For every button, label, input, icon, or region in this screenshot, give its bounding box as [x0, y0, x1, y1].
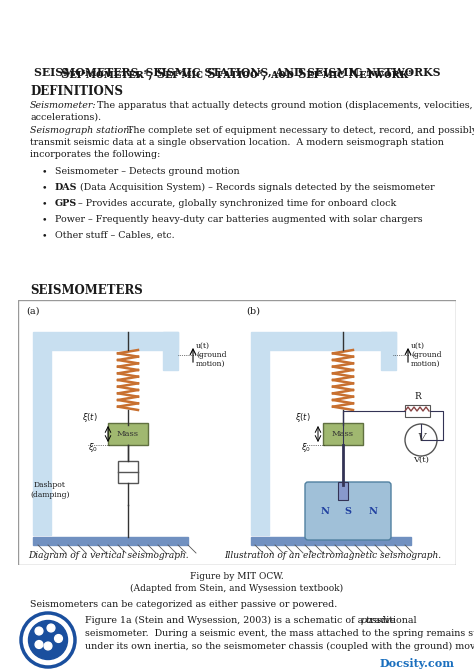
- Text: •: •: [42, 183, 47, 192]
- Text: V(t): V(t): [413, 456, 429, 464]
- Circle shape: [35, 641, 43, 649]
- Text: •: •: [42, 215, 47, 224]
- Text: •: •: [42, 167, 47, 176]
- Text: u(t)
(ground
motion): u(t) (ground motion): [411, 342, 441, 368]
- Text: The complete set of equipment necessary to detect, record, and possibly: The complete set of equipment necessary …: [127, 126, 474, 135]
- Text: Dashpot
(damping): Dashpot (damping): [30, 482, 70, 498]
- Bar: [33, 537, 188, 545]
- Bar: [33, 350, 51, 535]
- Text: Seismograph station:: Seismograph station:: [30, 126, 133, 135]
- Text: R: R: [415, 392, 421, 401]
- Text: $\xi_0$: $\xi_0$: [301, 440, 311, 454]
- Text: (b): (b): [246, 307, 260, 316]
- Bar: [118, 461, 138, 483]
- Bar: [381, 332, 396, 370]
- Text: Seismometers can be categorized as either passive or powered.: Seismometers can be categorized as eithe…: [30, 600, 337, 609]
- Text: seismometer.  During a seismic event, the mass attached to the spring remains st: seismometer. During a seismic event, the…: [85, 629, 474, 638]
- Text: under its own inertia, so the seismometer chassis (coupled with the ground) move: under its own inertia, so the seismomete…: [85, 642, 474, 651]
- Text: $\xi(t)$: $\xi(t)$: [82, 411, 98, 423]
- Text: Seismometer:: Seismometer:: [30, 101, 97, 110]
- Text: $\xi_0$: $\xi_0$: [88, 440, 98, 454]
- Text: SEISMOMETERS: SEISMOMETERS: [30, 284, 143, 297]
- Text: Figure by MIT OCW.: Figure by MIT OCW.: [190, 572, 284, 581]
- Text: (Data Acquisition System) – Records signals detected by the seismometer: (Data Acquisition System) – Records sign…: [77, 183, 435, 192]
- Bar: [338, 482, 348, 500]
- Bar: [405, 405, 430, 417]
- Text: incorporates the following:: incorporates the following:: [30, 150, 160, 159]
- Bar: [163, 332, 178, 370]
- Circle shape: [55, 634, 63, 643]
- Text: Illustration of an electromagnetic seismograph.: Illustration of an electromagnetic seism…: [224, 551, 442, 560]
- Circle shape: [21, 613, 75, 667]
- Circle shape: [47, 624, 55, 632]
- Text: Figure 1a (Stein and Wysession, 2003) is a schematic of a traditional: Figure 1a (Stein and Wysession, 2003) is…: [85, 616, 419, 625]
- FancyBboxPatch shape: [305, 482, 391, 540]
- Text: Power – Frequently heavy-duty car batteries augmented with solar chargers: Power – Frequently heavy-duty car batter…: [55, 215, 423, 224]
- Text: Mass: Mass: [117, 430, 139, 438]
- Text: (a): (a): [26, 307, 39, 316]
- Text: Seismometer – Detects ground motion: Seismometer – Detects ground motion: [55, 167, 240, 176]
- Text: $\xi(t)$: $\xi(t)$: [295, 411, 311, 423]
- Text: DAS: DAS: [55, 183, 78, 192]
- Bar: [251, 537, 411, 545]
- Circle shape: [28, 620, 67, 659]
- Bar: [33, 332, 178, 350]
- Text: u(t)
(ground
motion): u(t) (ground motion): [196, 342, 227, 368]
- Bar: [251, 332, 396, 350]
- Text: passive: passive: [361, 616, 396, 625]
- Text: SEISMOMETERS, SEISMIC STATIONS, AND SEISMIC NETWORKS: SEISMOMETERS, SEISMIC STATIONS, AND SEIS…: [34, 66, 440, 77]
- Text: – Provides accurate, globally synchronized time for onboard clock: – Provides accurate, globally synchroniz…: [75, 199, 396, 208]
- Bar: [108, 423, 148, 445]
- Text: Other stuff – Cables, etc.: Other stuff – Cables, etc.: [55, 231, 174, 240]
- Bar: [323, 423, 363, 445]
- Text: (Adapted from Stein, and Wysession textbook): (Adapted from Stein, and Wysession textb…: [130, 584, 344, 593]
- Text: transmit seismic data at a single observation location.  A modern seismograph st: transmit seismic data at a single observ…: [30, 138, 444, 147]
- Circle shape: [35, 627, 43, 635]
- Text: S: S: [345, 507, 352, 515]
- Text: V: V: [417, 433, 425, 443]
- Text: N: N: [320, 507, 329, 515]
- Circle shape: [44, 642, 52, 650]
- Text: N: N: [369, 507, 377, 515]
- Text: GPS: GPS: [55, 199, 77, 208]
- Bar: [251, 350, 269, 535]
- Text: Docsity.com: Docsity.com: [380, 658, 455, 669]
- Text: The apparatus that actually detects ground motion (displacements, velocities, or: The apparatus that actually detects grou…: [97, 101, 474, 110]
- Text: •: •: [42, 231, 47, 240]
- Text: accelerations).: accelerations).: [30, 113, 101, 122]
- Text: Diagram of a vertical seismograph.: Diagram of a vertical seismograph.: [27, 551, 188, 560]
- Text: Mass: Mass: [332, 430, 354, 438]
- Text: •: •: [42, 199, 47, 208]
- Text: DEFINITIONS: DEFINITIONS: [30, 85, 123, 98]
- Text: Sᴇɪˢᴍᴏᴍᴇᴛᴇʀˢ, Sᴇɪˢᴍɪᴄ Sᴛᴀᴛɪᴏᴏˢ, ᴀᴏᴅ Sᴇɪˢᴍɪᴄ Nᴇᴛᴡᴏʀᴋˢ: Sᴇɪˢᴍᴏᴍᴇᴛᴇʀˢ, Sᴇɪˢᴍɪᴄ Sᴛᴀᴛɪᴏᴏˢ, ᴀᴏᴅ Sᴇɪˢ…: [61, 68, 413, 81]
- Circle shape: [405, 424, 437, 456]
